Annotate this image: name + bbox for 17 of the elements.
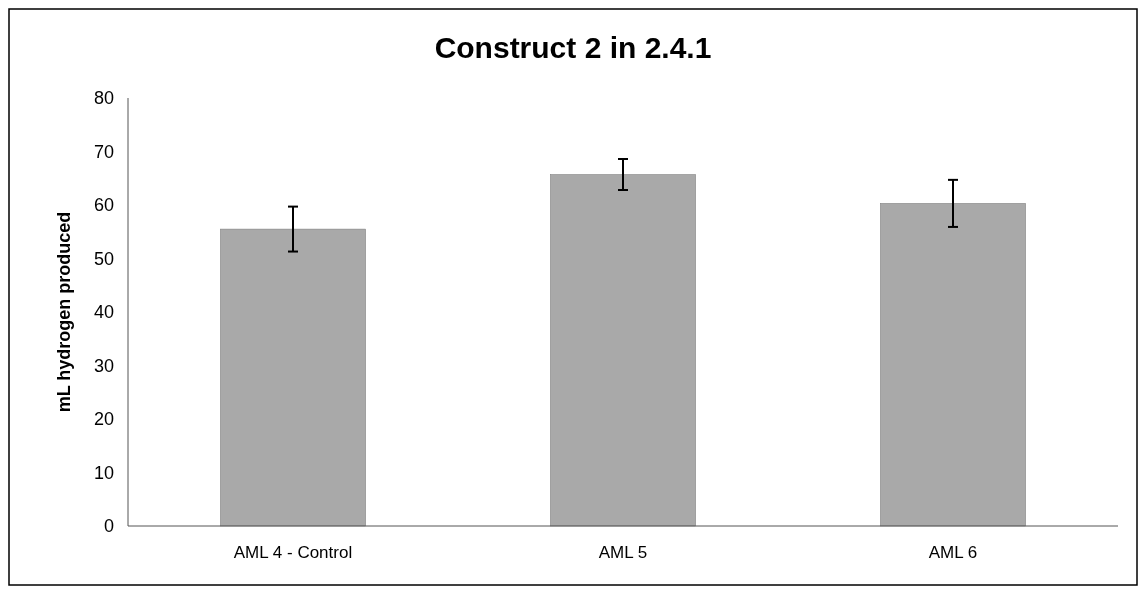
- y-tick-label: 0: [103, 516, 114, 537]
- y-tick-label: 70: [93, 141, 114, 162]
- bar: [880, 203, 1026, 527]
- y-tick-label: 60: [93, 195, 114, 216]
- bar: [550, 174, 696, 527]
- y-axis-title: mL hydrogen produced: [54, 211, 74, 413]
- bar: [220, 228, 366, 527]
- y-tick-label: 20: [93, 409, 114, 430]
- x-tick-label: AML 4 - Control: [233, 543, 353, 562]
- y-tick-label: 80: [93, 88, 114, 109]
- y-tick-label: 10: [93, 462, 114, 483]
- y-tick-label: 40: [93, 302, 114, 323]
- y-tick-label: 50: [93, 248, 114, 269]
- x-tick-label: AML 5: [598, 543, 648, 562]
- x-tick-label: AML 6: [928, 543, 978, 562]
- y-tick-label: 30: [93, 355, 114, 376]
- chart-title: Construct 2 in 2.4.1: [434, 31, 712, 64]
